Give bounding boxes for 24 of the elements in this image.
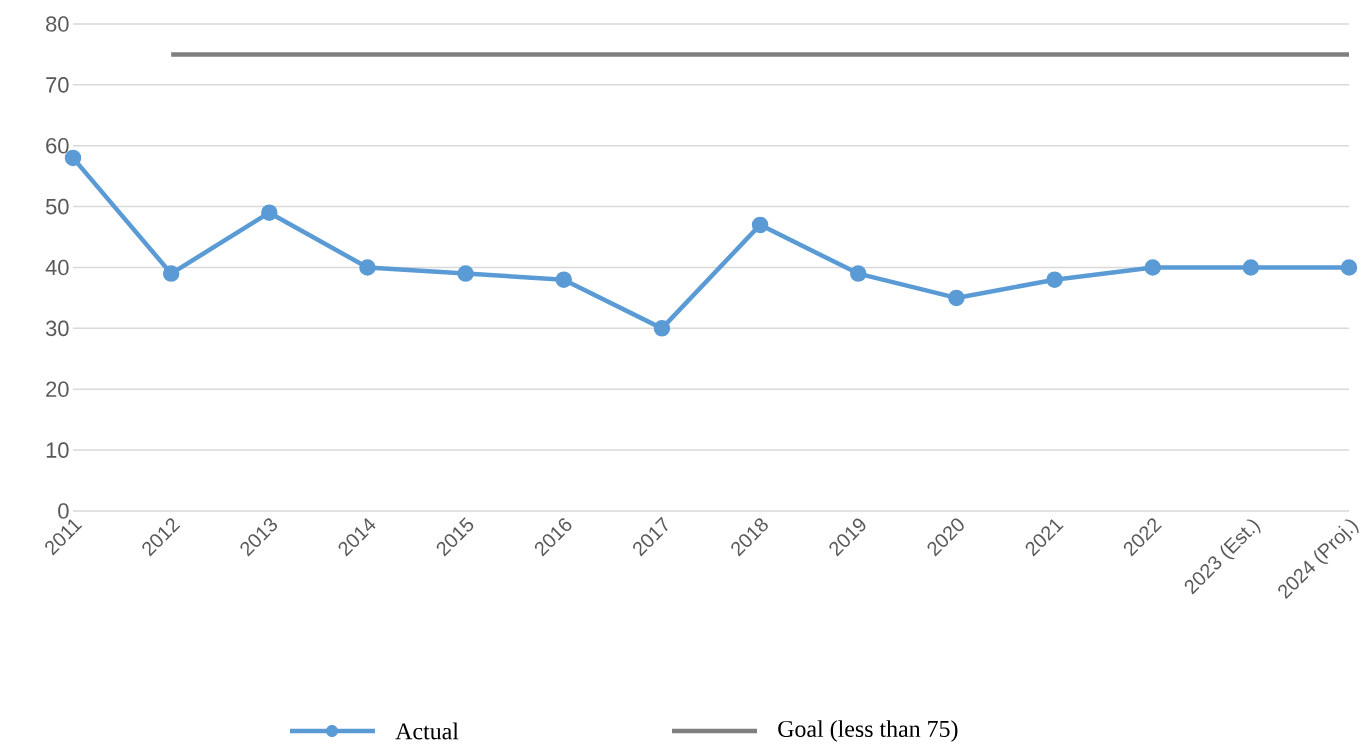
point [261,204,278,221]
y-tick-label: 80 [46,16,69,32]
point [162,265,180,282]
point [1046,271,1063,288]
point [555,271,573,288]
y-tick-label: 30 [45,320,69,337]
point [359,259,376,276]
point [1340,259,1358,276]
y-tick-label: 50 [45,198,69,215]
y-tick-label: 0 [58,503,69,519]
y-tick-label: 10 [46,442,69,458]
point [1144,259,1161,276]
point [850,265,867,282]
point [653,320,671,337]
y-tick-label: 20 [46,381,69,398]
y-tick-label: 70 [46,77,69,93]
point [948,289,965,307]
point [457,265,474,282]
y-tick-label: 60 [46,137,69,154]
y-tick-label: 40 [45,259,69,276]
point [1242,259,1260,276]
legend-label: Goal (less than 75) [778,720,958,742]
legend-label: Actual [395,722,459,740]
point [751,216,769,234]
